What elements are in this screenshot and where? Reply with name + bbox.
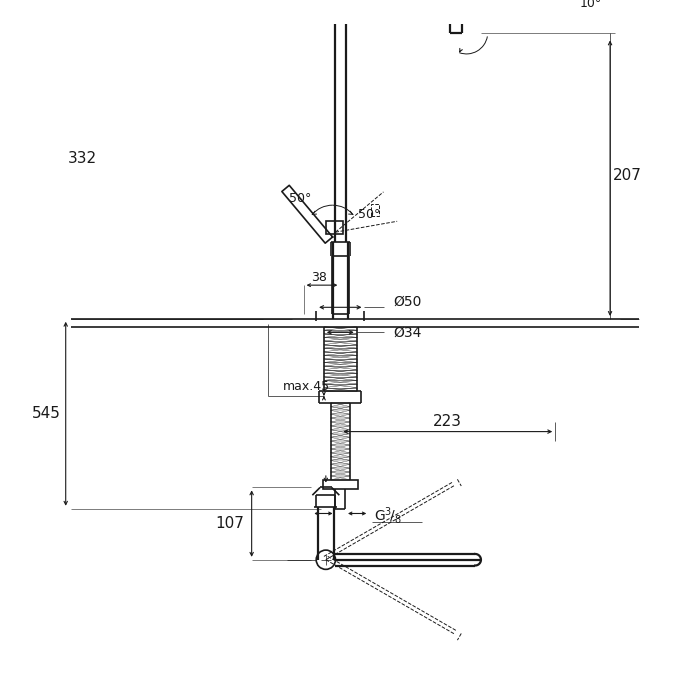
Bar bbox=[326, 221, 343, 234]
Text: 50°: 50° bbox=[289, 192, 311, 205]
Text: 38: 38 bbox=[311, 271, 327, 284]
Text: 207: 207 bbox=[613, 168, 642, 183]
Text: 223: 223 bbox=[433, 414, 461, 429]
Text: max.45: max.45 bbox=[283, 380, 330, 393]
Text: Ø34: Ø34 bbox=[393, 325, 422, 340]
Bar bbox=[323, 480, 358, 489]
Text: G$^3\!/_8$: G$^3\!/_8$ bbox=[374, 505, 402, 526]
Bar bbox=[371, 204, 379, 216]
Text: 50°: 50° bbox=[358, 208, 381, 221]
Text: 545: 545 bbox=[32, 406, 61, 421]
Text: 10°: 10° bbox=[580, 0, 602, 10]
Text: Ø50: Ø50 bbox=[393, 294, 422, 308]
Text: 107: 107 bbox=[215, 516, 244, 531]
Text: 332: 332 bbox=[68, 152, 97, 166]
